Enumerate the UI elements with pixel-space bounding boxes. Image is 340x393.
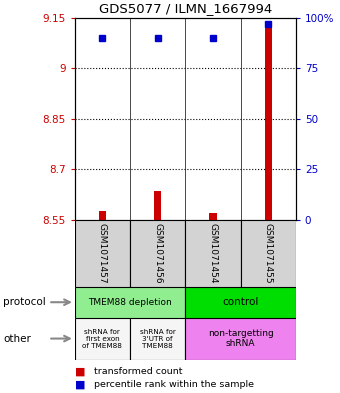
FancyBboxPatch shape [75, 318, 130, 360]
FancyBboxPatch shape [185, 287, 296, 318]
FancyBboxPatch shape [75, 287, 185, 318]
Text: other: other [3, 334, 31, 343]
FancyBboxPatch shape [130, 220, 185, 287]
Text: GSM1071457: GSM1071457 [98, 223, 107, 284]
Bar [265, 28, 272, 220]
Text: TMEM88 depletion: TMEM88 depletion [88, 298, 172, 307]
Text: ■: ■ [75, 379, 85, 389]
Text: ■: ■ [75, 367, 85, 377]
FancyBboxPatch shape [241, 220, 296, 287]
FancyBboxPatch shape [185, 220, 241, 287]
FancyBboxPatch shape [130, 318, 185, 360]
Text: shRNA for
first exon
of TMEM88: shRNA for first exon of TMEM88 [83, 329, 122, 349]
Text: GSM1071454: GSM1071454 [208, 223, 217, 284]
FancyBboxPatch shape [185, 318, 296, 360]
Text: transformed count: transformed count [94, 367, 182, 376]
Text: non-targetting
shRNA: non-targetting shRNA [208, 329, 273, 348]
Text: shRNA for
3'UTR of
TMEM88: shRNA for 3'UTR of TMEM88 [140, 329, 176, 349]
Text: protocol: protocol [3, 297, 46, 307]
Text: control: control [222, 297, 259, 307]
Bar [209, 213, 217, 220]
Title: GDS5077 / ILMN_1667994: GDS5077 / ILMN_1667994 [99, 2, 272, 15]
Bar [99, 211, 106, 220]
Bar [154, 191, 161, 220]
Text: percentile rank within the sample: percentile rank within the sample [94, 380, 254, 389]
Text: GSM1071455: GSM1071455 [264, 223, 273, 284]
Text: GSM1071456: GSM1071456 [153, 223, 162, 284]
FancyBboxPatch shape [75, 220, 130, 287]
